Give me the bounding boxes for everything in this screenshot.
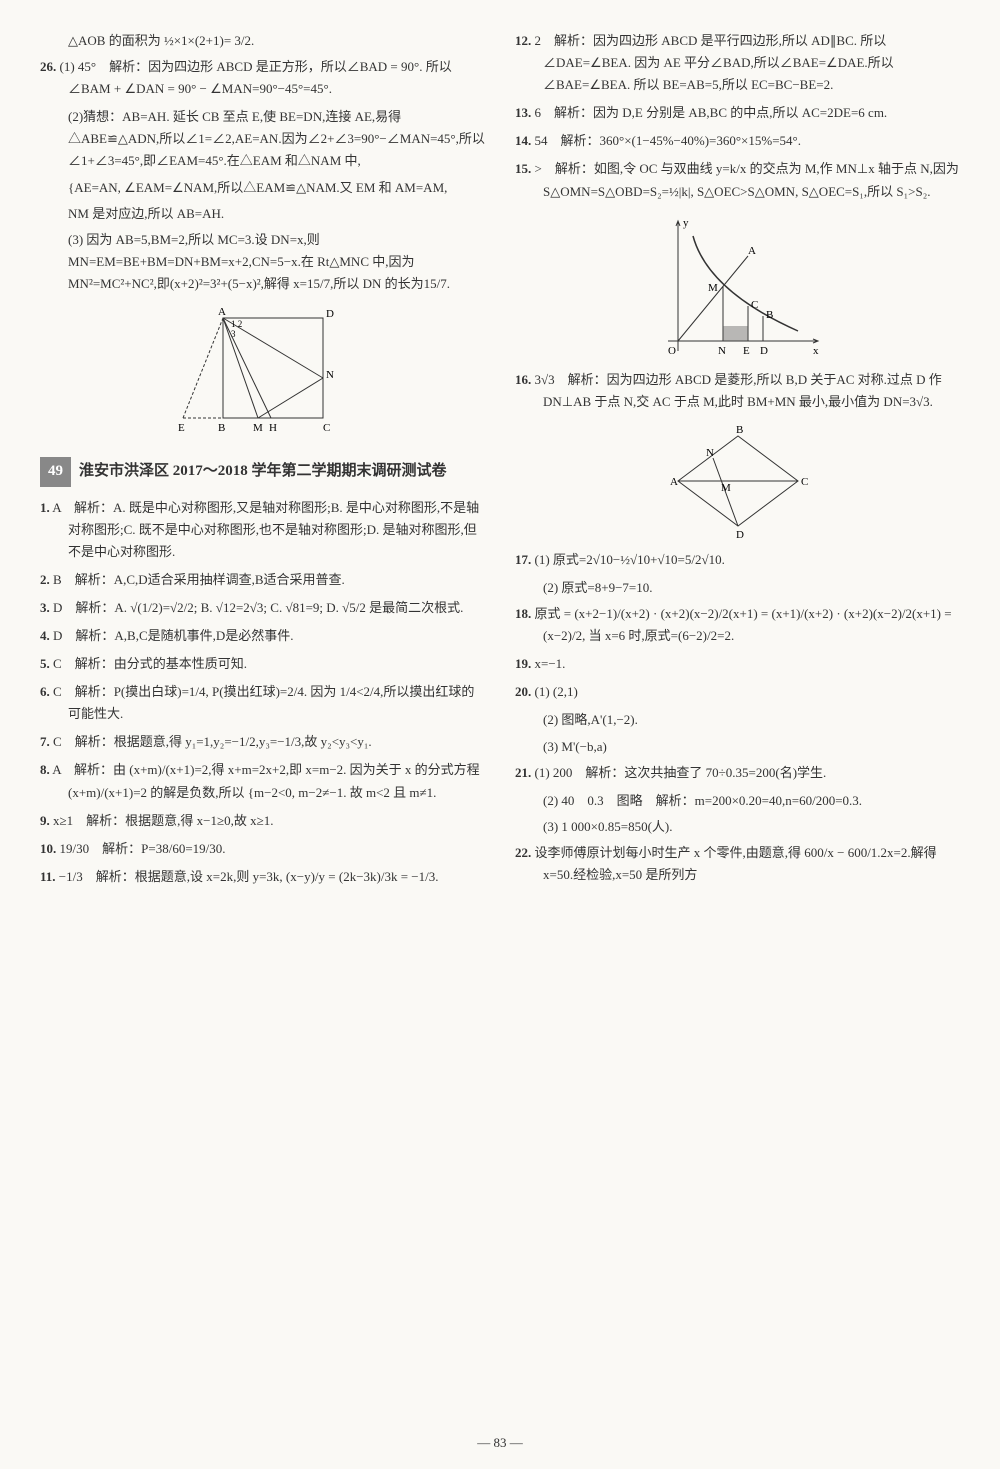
svg-text:C: C — [323, 422, 330, 434]
svg-text:C: C — [751, 299, 758, 311]
answer-5: 5. C 解析：由分式的基本性质可知. — [40, 653, 485, 675]
answer-17: 17. (1) 原式=2√10−½√10+√10=5/2√10. — [515, 549, 960, 571]
svg-text:1 2: 1 2 — [231, 319, 242, 329]
answer-19: 19. x=−1. — [515, 653, 960, 675]
svg-text:H: H — [269, 422, 277, 434]
problem-26-3: (3) 因为 AB=5,BM=2,所以 MC=3.设 DN=x,则 MN=EM=… — [40, 229, 485, 295]
answer-8: 8. A 解析：由 (x+m)/(x+1)=2,得 x+m=2x+2,即 x=m… — [40, 759, 485, 803]
answer-9: 9. x≥1 解析：根据题意,得 x−1≥0,故 x≥1. — [40, 810, 485, 832]
svg-text:C: C — [801, 476, 808, 488]
svg-text:y: y — [683, 217, 689, 229]
problem-26: 26. (1) 45° 解析：因为四边形 ABCD 是正方形，所以∠BAD = … — [40, 56, 485, 100]
item-num: 26. — [40, 59, 56, 74]
svg-text:O: O — [668, 345, 676, 357]
answer-21-2: (2) 40 0.3 图略 解析：m=200×0.20=40,n=60/200=… — [515, 790, 960, 812]
svg-text:D: D — [736, 529, 744, 541]
section-num: 49 — [40, 457, 71, 487]
svg-text:M: M — [708, 282, 718, 294]
svg-text:A: A — [218, 306, 226, 318]
answer-1: 1. A 解析：A. 既是中心对称图形,又是轴对称图形;B. 是中心对称图形,不… — [40, 497, 485, 563]
svg-text:A: A — [670, 476, 678, 488]
answer-20: 20. (1) (2,1) — [515, 681, 960, 703]
section-title: 淮安市洪泽区 2017～2018 学年第二学期期末调研测试卷 — [79, 459, 447, 485]
answer-11: 11. −1/3 解析：根据题意,设 x=2k,则 y=3k, (x−y)/y … — [40, 866, 485, 888]
svg-text:3: 3 — [231, 329, 236, 339]
svg-text:D: D — [326, 308, 334, 320]
problem-26-2b: {AE=AN, ∠EAM=∠NAM,所以△EAM≌△NAM.又 EM 和 AM=… — [40, 177, 485, 199]
svg-text:N: N — [706, 447, 714, 459]
svg-text:M: M — [721, 482, 731, 494]
problem-26-2c: NM 是对应边,所以 AB=AH. — [40, 203, 485, 225]
diagram-square-triangle: A D B C E M H N 1 2 3 — [40, 303, 485, 443]
svg-text:E: E — [743, 345, 750, 357]
section-header: 49 淮安市洪泽区 2017～2018 学年第二学期期末调研测试卷 — [40, 457, 485, 487]
answer-20-3: (3) M'(−b,a) — [515, 736, 960, 758]
answer-12: 12. 2 解析：因为四边形 ABCD 是平行四边形,所以 AD∥BC. 所以 … — [515, 30, 960, 96]
answer-10: 10. 19/30 解析：P=38/60=19/30. — [40, 838, 485, 860]
svg-text:N: N — [718, 345, 726, 357]
svg-text:B: B — [766, 309, 773, 321]
svg-text:x: x — [813, 345, 819, 357]
answer-6: 6. C 解析：P(摸出白球)=1/4, P(摸出红球)=2/4. 因为 1/4… — [40, 681, 485, 725]
svg-text:D: D — [760, 345, 768, 357]
svg-text:N: N — [326, 369, 334, 381]
answer-22: 22. 设李师傅原计划每小时生产 x 个零件,由题意,得 600/x − 600… — [515, 842, 960, 886]
svg-text:E: E — [178, 422, 185, 434]
answer-18: 18. 原式 = (x+2−1)/(x+2) · (x+2)(x−2)/2(x+… — [515, 603, 960, 647]
answer-13: 13. 6 解析：因为 D,E 分别是 AB,BC 的中点,所以 AC=2DE=… — [515, 102, 960, 124]
svg-text:B: B — [218, 422, 225, 434]
answer-21: 21. (1) 200 解析：这次共抽查了 70÷0.35=200(名)学生. — [515, 762, 960, 784]
answer-20-2: (2) 图略,A'(1,−2). — [515, 709, 960, 731]
answer-14: 14. 54 解析：360°×(1−45%−40%)=360°×15%=54°. — [515, 130, 960, 152]
answer-21-3: (3) 1 000×0.85=850(人). — [515, 816, 960, 838]
diagram-rhombus: A B C D M N — [515, 421, 960, 541]
answer-4: 4. D 解析：A,B,C是随机事件,D是必然事件. — [40, 625, 485, 647]
answer-2: 2. B 解析：A,C,D适合采用抽样调查,B适合采用普查. — [40, 569, 485, 591]
answer-7: 7. C 解析：根据题意,得 y₁=1,y₂=−1/2,y₃=−1/3,故 y₂… — [40, 731, 485, 753]
answer-3: 3. D 解析：A. √(1/2)=√2/2; B. √12=2√3; C. √… — [40, 597, 485, 619]
svg-text:M: M — [253, 422, 263, 434]
diagram-hyperbola: O N E D x y A C M B — [515, 211, 960, 361]
problem-26-2: (2)猜想：AB=AH. 延长 CB 至点 E,使 BE=DN,连接 AE,易得… — [40, 106, 485, 172]
page-number: — 83 — — [477, 1432, 523, 1454]
svg-text:A: A — [748, 245, 756, 257]
answer-17-2: (2) 原式=8+9−7=10. — [515, 577, 960, 599]
item-text: (1) 45° 解析：因为四边形 ABCD 是正方形，所以∠BAD = 90°.… — [60, 59, 452, 96]
answer-16: 16. 3√3 解析：因为四边形 ABCD 是菱形,所以 B,D 关于AC 对称… — [515, 369, 960, 413]
svg-text:B: B — [736, 424, 743, 436]
answer-15: 15. > 解析：如图,令 OC 与双曲线 y=k/x 的交点为 M,作 MN⊥… — [515, 158, 960, 202]
intro-text: △AOB 的面积为 ½×1×(2+1)= 3/2. — [40, 30, 485, 52]
